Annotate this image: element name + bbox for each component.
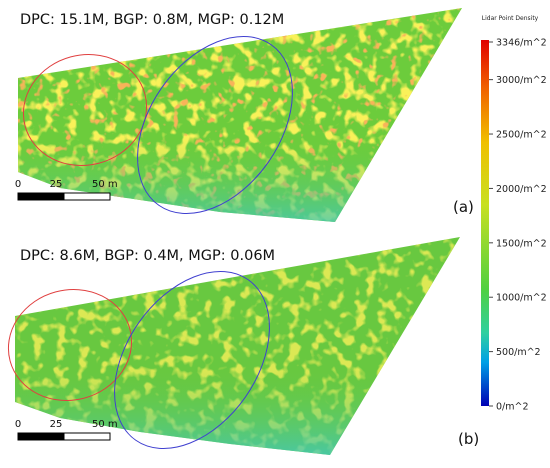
panel-tag: (a) — [453, 198, 474, 216]
colorbar: Lidar Point Density 3346/m^2 3000/m^2 2500… — [481, 15, 547, 413]
scale-label: 50 m — [92, 419, 118, 430]
colorbar-ramp — [481, 40, 489, 406]
density-map — [18, 8, 462, 222]
colorbar-tick-label: 1000/m^2 — [496, 293, 547, 304]
scale-bar — [63, 432, 111, 441]
caption: DPC: 15.1M, BGP: 0.8M, MGP: 0.12M — [20, 12, 284, 28]
scale-label: 25 — [50, 419, 63, 430]
scale-bar — [63, 192, 111, 201]
scale-label: 0 — [15, 419, 21, 430]
panel-b: DPC: 8.6M, BGP: 0.4M, MGP: 0.06M (b) 0 2… — [7, 237, 479, 455]
colorbar-tick-label: 1500/m^2 — [496, 238, 547, 249]
scale-bar — [17, 192, 65, 201]
colorbar-tick-label: 500/m^2 — [496, 347, 541, 358]
ellipse — [22, 54, 148, 166]
ellipse — [114, 270, 270, 450]
colorbar-tick-label: 2500/m^2 — [496, 130, 547, 141]
scale-label: 0 — [15, 179, 21, 190]
colorbar-tick-label: 3000/m^2 — [496, 75, 547, 86]
scale-label: 50 m — [92, 179, 118, 190]
panel-tag: (b) — [458, 430, 479, 448]
scale-bar — [17, 432, 65, 441]
colorbar-tick-label: 0/m^2 — [496, 402, 529, 413]
colorbar-tick-label: 3346/m^2 — [496, 38, 547, 49]
ellipse — [137, 35, 293, 215]
caption: DPC: 8.6M, BGP: 0.4M, MGP: 0.06M — [20, 248, 275, 264]
colorbar-tick-label: 2000/m^2 — [496, 184, 547, 195]
panel-a: DPC: 15.1M, BGP: 0.8M, MGP: 0.12M (a) 0 … — [15, 8, 474, 222]
colorbar-title: Lidar Point Density — [482, 15, 539, 22]
scale-label: 25 — [50, 179, 63, 190]
ellipse — [7, 289, 133, 401]
density-map — [15, 237, 460, 455]
